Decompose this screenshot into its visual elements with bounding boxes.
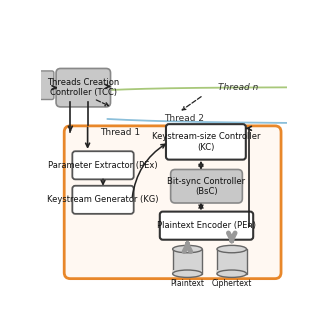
Text: Bit-sync Controller
(BsC): Bit-sync Controller (BsC) (167, 177, 245, 196)
FancyBboxPatch shape (64, 126, 281, 279)
Bar (172, 270, 202, 274)
FancyBboxPatch shape (166, 124, 246, 160)
FancyBboxPatch shape (39, 71, 54, 100)
FancyBboxPatch shape (72, 186, 134, 214)
Text: Plaintext Encoder (PEn): Plaintext Encoder (PEn) (157, 221, 256, 230)
Bar (172, 249, 202, 274)
FancyBboxPatch shape (72, 151, 134, 179)
Text: Parameter Extractor (PEx): Parameter Extractor (PEx) (48, 161, 158, 170)
Text: Thread 1: Thread 1 (100, 128, 140, 137)
Text: Keystream Generator (KG): Keystream Generator (KG) (47, 195, 159, 204)
Text: Ciphertext: Ciphertext (212, 279, 252, 288)
Ellipse shape (217, 270, 246, 277)
Text: Thread 2: Thread 2 (164, 115, 204, 124)
FancyBboxPatch shape (56, 68, 110, 107)
Bar (217, 249, 246, 274)
Ellipse shape (172, 270, 202, 277)
Bar (217, 270, 246, 274)
Text: Threads Creation
Controller (TCC): Threads Creation Controller (TCC) (47, 78, 119, 97)
Text: Plaintext: Plaintext (171, 279, 204, 288)
Text: Keystream-size Controller
(KC): Keystream-size Controller (KC) (152, 132, 260, 152)
Bar (41, 38, 287, 132)
Ellipse shape (172, 245, 202, 253)
FancyBboxPatch shape (171, 170, 242, 203)
Text: Thread n: Thread n (218, 83, 259, 92)
FancyBboxPatch shape (160, 212, 253, 240)
Ellipse shape (217, 245, 246, 253)
